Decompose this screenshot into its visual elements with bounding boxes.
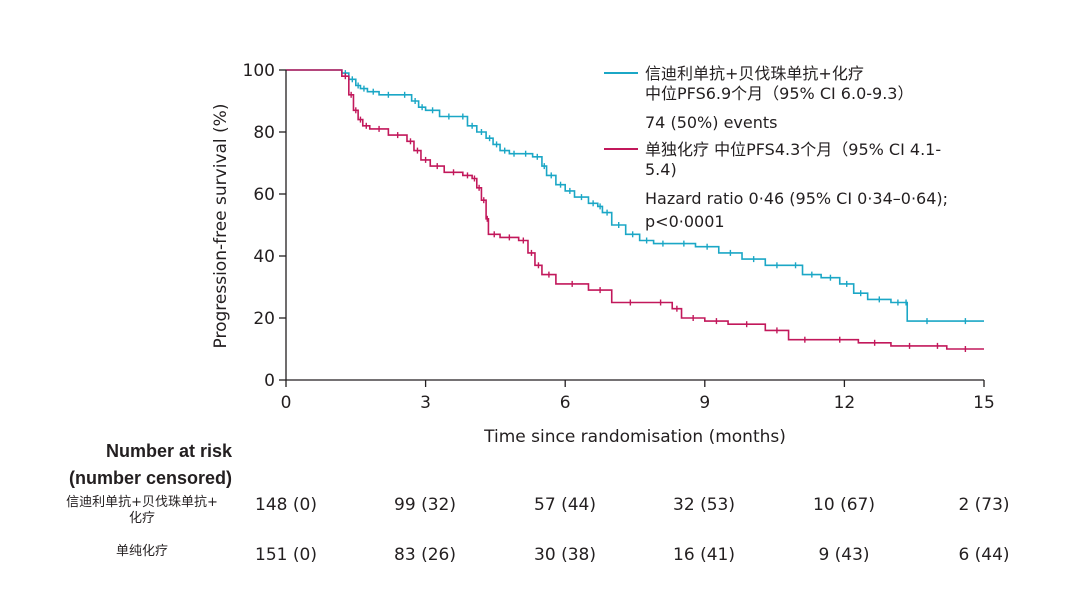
y-tick-label: 100: [243, 61, 275, 81]
x-axis-label: Time since randomisation (months): [483, 427, 786, 447]
y-tick-label: 0: [264, 371, 275, 391]
risk-cell: 6 (44): [958, 545, 1010, 565]
legend-combo-line2: 中位PFS6.9个月（95% CI 6.0-9.3）: [645, 84, 913, 103]
legend-chemo-line1: 单独化疗 中位PFS4.3个月（95% CI 4.1-: [645, 140, 941, 159]
y-tick-label: 60: [253, 185, 275, 205]
risk-cell: 57 (44): [534, 495, 596, 515]
risk-table-subtitle: (number censored): [68, 468, 232, 488]
risk-row-label-combo-line1: 信迪利单抗+贝伐珠单抗+: [66, 495, 218, 510]
km-curve-sintilimab-bevacizumab-chemo: [286, 69, 984, 322]
y-axis-label: Progression-free survival (%): [211, 104, 231, 349]
y-tick-label: 80: [253, 123, 275, 143]
x-tick-label: 15: [973, 393, 995, 413]
legend-chemo-line2: 5.4): [645, 160, 677, 179]
x-tick-label: 9: [699, 393, 710, 413]
x-tick-label: 6: [560, 393, 571, 413]
risk-cell: 151 (0): [255, 545, 317, 565]
risk-cell: 2 (73): [958, 495, 1010, 515]
km-curve-chemo-alone: [286, 69, 984, 350]
y-tick-label: 20: [253, 309, 275, 329]
risk-cell: 30 (38): [534, 545, 596, 565]
risk-cell: 32 (53): [673, 495, 735, 515]
legend-combo-line1: 信迪利单抗+贝伐珠单抗+化疗: [645, 64, 864, 83]
risk-row-label-chemo-line1: 单纯化疗: [115, 544, 168, 559]
risk-cell: 16 (41): [673, 545, 735, 565]
risk-cell: 99 (32): [394, 495, 456, 515]
legend-hazard-line1: Hazard ratio 0·46 (95% CI 0·34–0·64);: [645, 189, 948, 208]
risk-row-label-chemo: 单纯化疗: [52, 544, 232, 560]
x-tick-label: 3: [420, 393, 431, 413]
risk-cell: 148 (0): [255, 495, 317, 515]
risk-table-title: Number at risk: [105, 441, 232, 461]
x-tick-label: 12: [834, 393, 856, 413]
risk-row-label-combo: 信迪利单抗+贝伐珠单抗+ 化疗: [52, 495, 232, 527]
risk-cell: 9 (43): [818, 545, 870, 565]
y-tick-label: 40: [253, 247, 275, 267]
risk-row-label-combo-line2: 化疗: [128, 511, 155, 526]
risk-cell: 10 (67): [813, 495, 875, 515]
legend-hazard-line2: p<0·0001: [645, 212, 725, 231]
risk-cell: 83 (26): [394, 545, 456, 565]
x-tick-label: 0: [281, 393, 292, 413]
legend-events: 74 (50%) events: [645, 113, 777, 132]
